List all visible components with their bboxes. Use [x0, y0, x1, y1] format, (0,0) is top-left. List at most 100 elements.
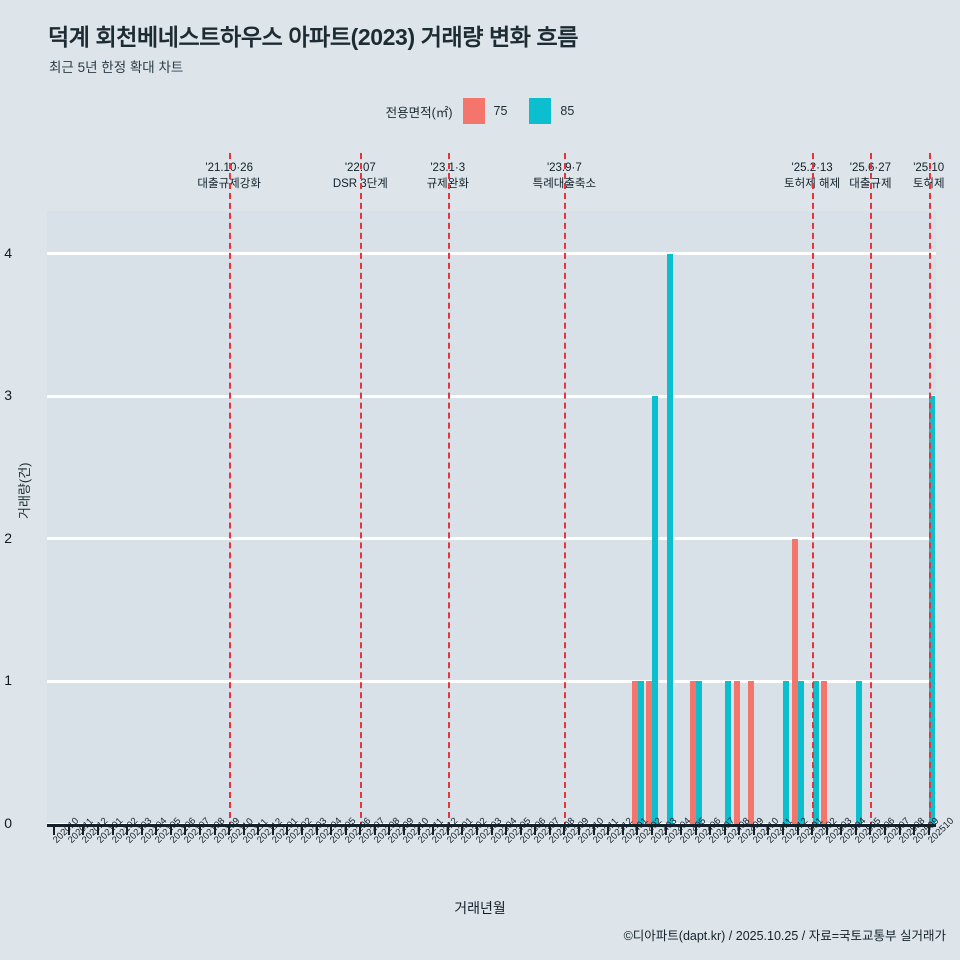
event-line-202301 — [447, 153, 450, 828]
x-tick-202210 — [403, 824, 406, 835]
event-line-202110 — [229, 153, 232, 828]
x-tick-202109 — [213, 824, 216, 835]
bar-75-202409 — [733, 681, 740, 824]
x-tick-202402 — [636, 824, 639, 835]
x-tick-202104 — [140, 824, 143, 835]
bar-75-202503 — [821, 681, 828, 824]
x-tick-202111 — [242, 824, 245, 835]
x-tick-202212 — [432, 824, 435, 835]
x-tick-202301 — [446, 824, 449, 835]
y-tick-label-3: 3 — [4, 387, 12, 404]
bar-75-202501 — [792, 538, 799, 824]
x-axis-label: 거래년월 — [454, 900, 506, 916]
x-tick-202112 — [257, 824, 260, 835]
y-axis-label: 거래량(건) — [17, 462, 32, 520]
x-tick-202506 — [869, 824, 872, 835]
plot-area — [47, 153, 936, 828]
x-tick-202411 — [767, 824, 770, 835]
x-tick-202203 — [301, 824, 304, 835]
x-tick-202208 — [373, 824, 376, 835]
event-date: '23.9·7 — [546, 162, 582, 174]
event-date: '22.07 — [344, 162, 376, 174]
bar-85-202402 — [637, 681, 644, 824]
x-tick-202502 — [811, 824, 814, 835]
event-line-202207 — [360, 153, 363, 828]
x-tick-202101 — [97, 824, 99, 835]
bar-85-202502 — [812, 681, 819, 824]
chart-legend: 전용면적(㎡) 75 85 — [0, 98, 960, 124]
x-tick-202302 — [461, 824, 464, 835]
legend-label-75: 75 — [493, 104, 508, 118]
x-tick-202205 — [330, 824, 333, 835]
x-tick-202306 — [519, 824, 522, 835]
bar-85-202505 — [856, 681, 863, 824]
gridline-4 — [47, 252, 936, 256]
bar-75-202410 — [748, 681, 755, 824]
legend-swatch-75 — [462, 98, 485, 124]
event-date: '25.10 — [913, 162, 945, 174]
x-tick-202401 — [621, 824, 624, 835]
x-tick-202310 — [577, 824, 580, 835]
y-tick-label-1: 1 — [4, 672, 12, 689]
x-tick-202312 — [607, 824, 610, 835]
y-tick-label-2: 2 — [4, 529, 12, 546]
x-tick-202202 — [286, 824, 289, 835]
x-tick-202510 — [927, 824, 930, 835]
x-tick-202406 — [694, 824, 697, 835]
y-tick-label-0: 0 — [4, 815, 12, 831]
x-tick-202108 — [199, 824, 202, 835]
bar-85-202501 — [798, 681, 805, 824]
bar-85-202406 — [696, 681, 703, 824]
x-tick-202106 — [169, 824, 172, 835]
gridline-3 — [47, 394, 936, 398]
event-line-202510 — [928, 153, 931, 828]
x-tick-202503 — [825, 824, 828, 835]
x-tick-202304 — [490, 824, 493, 835]
x-tick-202508 — [898, 824, 901, 835]
bar-85-202412 — [783, 681, 790, 824]
bar-85-202403 — [652, 396, 659, 824]
x-tick-202307 — [534, 824, 537, 835]
bar-75-202403 — [646, 681, 653, 824]
x-tick-202412 — [781, 824, 784, 835]
x-tick-202404 — [665, 824, 668, 835]
x-tick-202012 — [82, 824, 85, 835]
chart-subtitle: 최근 5년 한정 확대 차트 — [49, 60, 184, 75]
legend-title: 전용면적(㎡) — [385, 105, 453, 120]
x-tick-202410 — [752, 824, 755, 835]
x-tick-202507 — [883, 824, 886, 835]
x-tick-202403 — [650, 824, 653, 835]
x-tick-202309 — [563, 824, 566, 835]
legend-swatch-85 — [529, 98, 552, 124]
event-date: '23.1·3 — [430, 162, 466, 174]
x-tick-202305 — [505, 824, 508, 835]
gridline-1 — [47, 679, 936, 683]
x-tick-202010 — [53, 824, 56, 835]
x-tick-202107 — [184, 824, 187, 835]
x-tick-202311 — [592, 824, 595, 835]
x-tick-202211 — [417, 824, 420, 835]
x-tick-202102 — [111, 824, 114, 835]
x-tick-202505 — [854, 824, 857, 835]
event-line-202309 — [564, 153, 567, 828]
bar-85-202510 — [929, 396, 936, 824]
x-tick-202207 — [359, 824, 362, 835]
x-tick-202110 — [228, 824, 231, 835]
x-tick-202303 — [475, 824, 478, 835]
x-tick-202011 — [67, 824, 70, 835]
legend-label-85: 85 — [560, 104, 575, 118]
bar-85-202408 — [725, 681, 732, 824]
x-tick-202103 — [126, 824, 129, 835]
event-line-202506 — [870, 153, 873, 828]
x-tick-202409 — [738, 824, 741, 835]
footer-credit: ©디아파트(dapt.kr) / 2025.10.25 / 자료=국토교통부 실… — [623, 929, 946, 943]
x-tick-202504 — [840, 824, 843, 835]
x-tick-202408 — [723, 824, 726, 835]
x-tick-202308 — [548, 824, 551, 835]
x-tick-202501 — [796, 824, 799, 835]
bar-75-202406 — [690, 681, 697, 824]
x-tick-202209 — [388, 824, 391, 835]
chart-title: 덕계 회천베네스트하우스 아파트(2023) 거래량 변화 흐름 — [48, 24, 578, 50]
x-tick-202405 — [679, 824, 682, 835]
event-line-202502 — [812, 153, 815, 828]
